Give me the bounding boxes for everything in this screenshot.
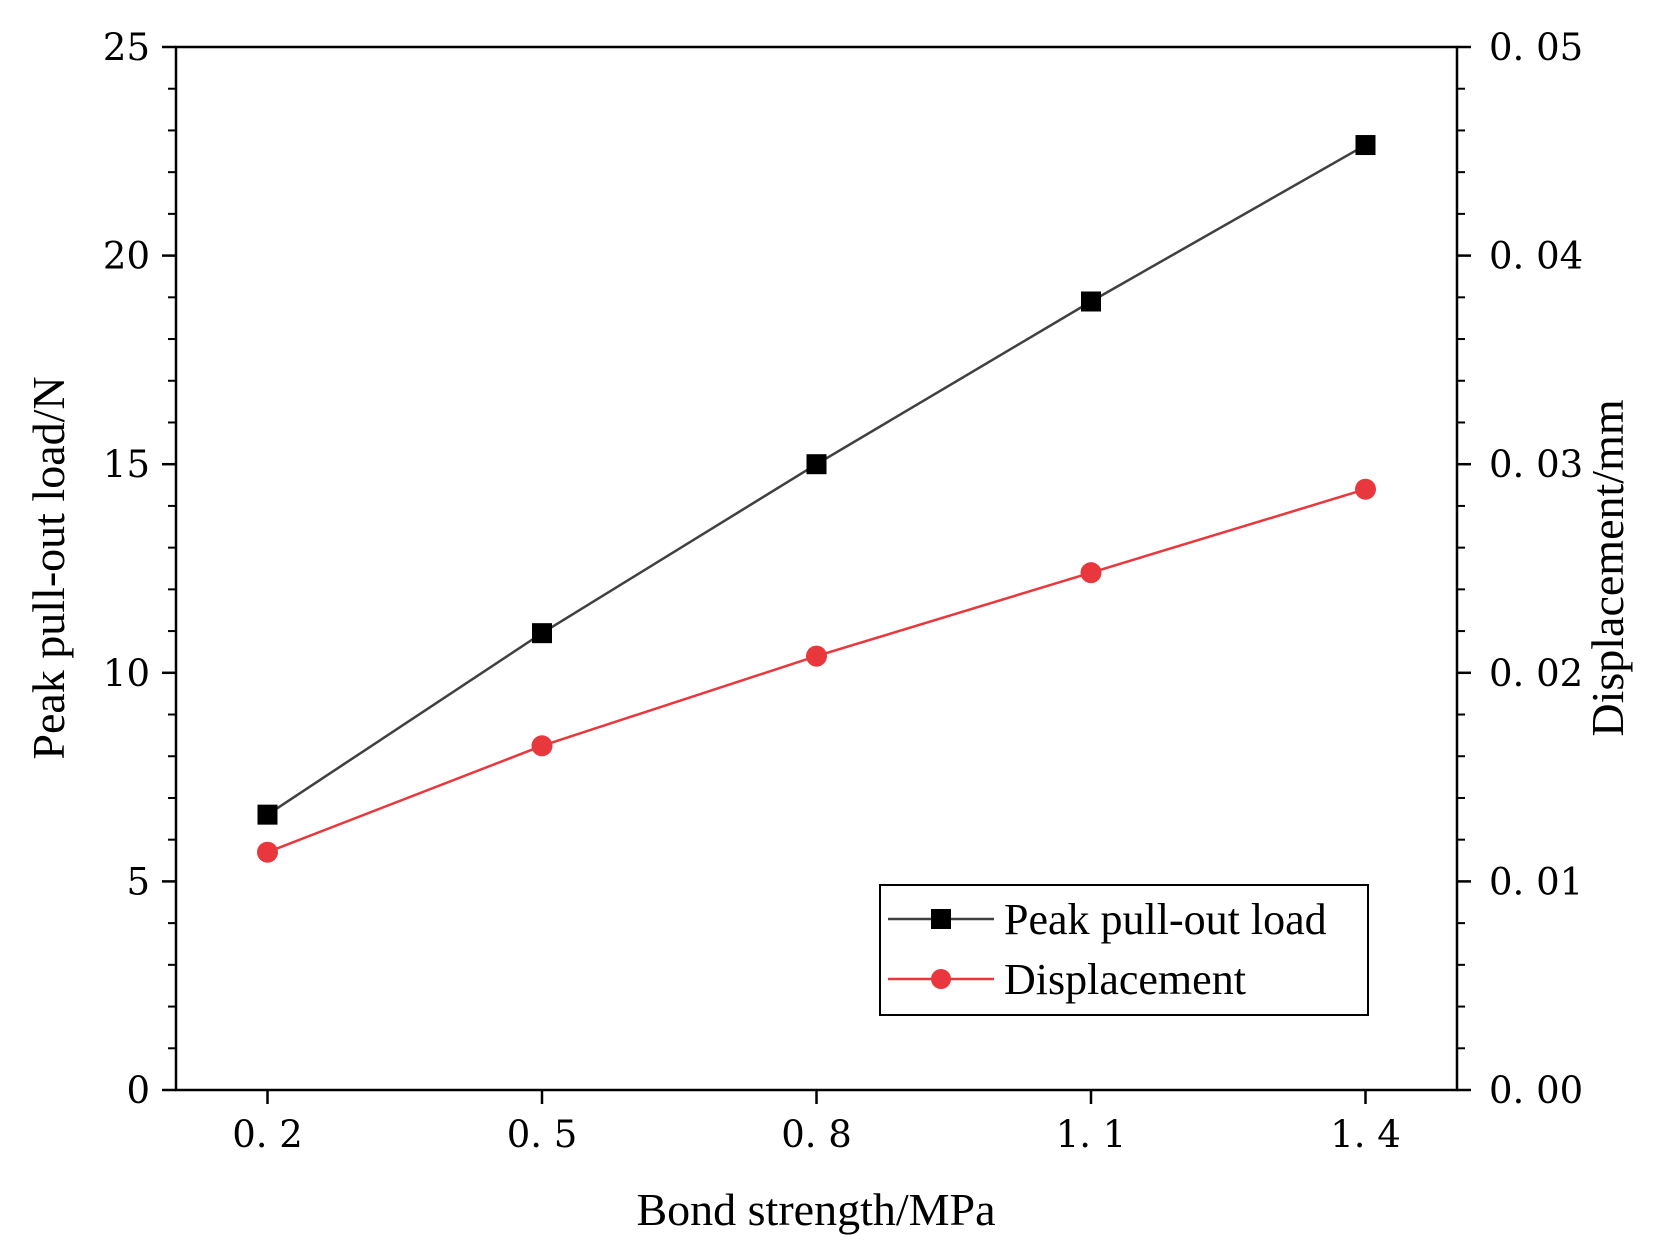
x-tick-label: 0. 8 <box>781 1113 852 1156</box>
data-point-peak-pull-out-load <box>1081 291 1101 312</box>
data-point-peak-pull-out-load <box>532 623 552 644</box>
labels-layer: 0 5 10 15 20 25 0. 00 0. 01 0. 02 0. 03 0. 04 0. 05… <box>103 26 1583 1156</box>
data-point-peak-pull-out-load <box>1355 135 1376 156</box>
data-point-displacement <box>806 645 827 667</box>
x-tick-label: 0. 2 <box>232 1113 303 1156</box>
legend-box <box>879 884 1369 1016</box>
y-axis-right-title: Displacement/mm <box>1582 399 1633 736</box>
legend-label-displacement: Displacement <box>1004 955 1246 1004</box>
y-right-tick-label: 0. 04 <box>1489 235 1583 278</box>
x-axis-title: Bond strength/MPa <box>636 1184 995 1235</box>
legend-marker-peak-load <box>931 909 951 929</box>
series-layer <box>257 135 1376 863</box>
y-left-tick-label: 5 <box>126 860 150 903</box>
ticks-layer <box>162 45 1471 1104</box>
y-left-tick-label: 10 <box>103 652 150 695</box>
x-tick-label: 1. 1 <box>1056 1113 1127 1156</box>
data-point-peak-pull-out-load <box>257 804 278 825</box>
y-left-tick-label: 0 <box>126 1069 150 1112</box>
plot-frame <box>174 45 1459 1092</box>
y-left-tick-label: 15 <box>103 443 150 486</box>
data-point-displacement <box>1355 478 1376 500</box>
data-point-displacement <box>1080 562 1102 584</box>
y-right-tick-label: 0. 03 <box>1489 443 1583 486</box>
x-tick-label: 0. 5 <box>507 1113 578 1156</box>
y-right-tick-label: 0. 02 <box>1489 652 1583 695</box>
data-point-peak-pull-out-load <box>806 454 827 475</box>
data-point-displacement <box>257 841 278 863</box>
data-point-displacement <box>531 735 553 757</box>
y-left-tick-label: 25 <box>103 26 150 69</box>
y-left-tick-label: 20 <box>103 235 150 278</box>
y-right-tick-label: 0. 00 <box>1489 1069 1583 1112</box>
legend-marker-displacement <box>931 969 951 989</box>
y-right-tick-label: 0. 01 <box>1489 860 1583 903</box>
x-tick-label: 1. 4 <box>1330 1113 1401 1156</box>
y-right-tick-label: 0. 05 <box>1489 26 1583 69</box>
legend-label-peak-load: Peak pull-out load <box>1004 895 1327 944</box>
y-axis-left-title: Peak pull-out load/N <box>23 376 74 759</box>
legend: Peak pull-out load Displacement <box>879 884 1369 1016</box>
